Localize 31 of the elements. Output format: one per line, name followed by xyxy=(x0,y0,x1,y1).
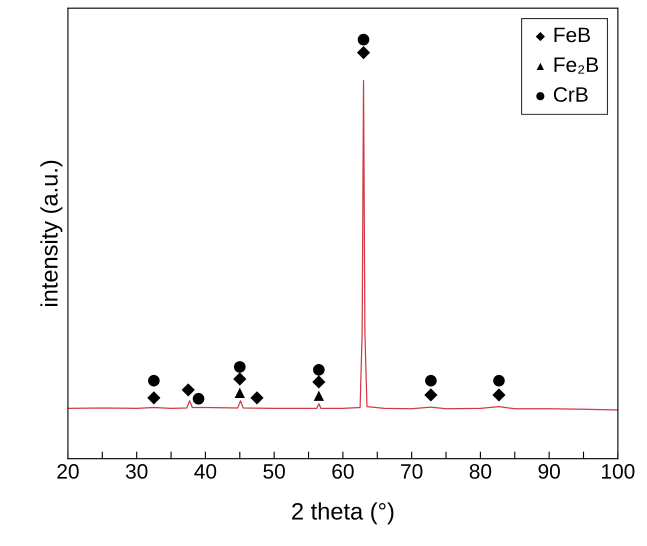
x-axis-title: 2 theta (°) xyxy=(292,502,394,524)
point xyxy=(425,374,437,387)
x-tick-label: 20 xyxy=(57,464,79,479)
point xyxy=(358,34,370,46)
point xyxy=(192,392,204,405)
legend-label: Fe₂B xyxy=(554,58,598,74)
point xyxy=(250,391,264,404)
x-tick-label: 80 xyxy=(470,464,492,479)
point xyxy=(182,383,195,397)
x-tick-label: 60 xyxy=(332,464,354,479)
point xyxy=(492,388,506,402)
legend-label: FeB xyxy=(554,28,590,42)
point xyxy=(233,372,246,386)
point xyxy=(312,375,326,389)
point xyxy=(148,374,160,387)
legend-label: CrB xyxy=(554,87,588,102)
point xyxy=(424,388,438,402)
point xyxy=(147,391,160,404)
x-tick-label: 100 xyxy=(602,464,634,479)
x-tick-label: 50 xyxy=(263,464,285,479)
x-tick-label: 40 xyxy=(194,464,216,479)
point xyxy=(314,390,324,401)
y-axis-title: intensity (a.u.) xyxy=(40,160,62,306)
point xyxy=(313,364,325,376)
point xyxy=(493,374,505,387)
x-tick-label: 70 xyxy=(401,464,422,479)
x-tick-label: 30 xyxy=(126,464,148,479)
point xyxy=(234,388,245,398)
point xyxy=(356,46,370,60)
point xyxy=(234,361,246,373)
x-tick-label: 90 xyxy=(538,464,560,479)
